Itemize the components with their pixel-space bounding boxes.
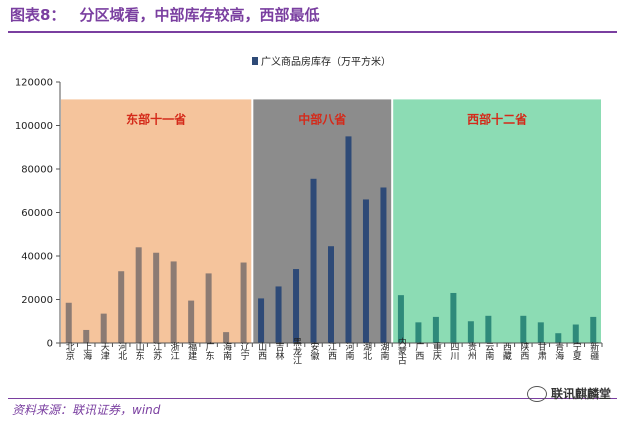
x-tick-label: 青海 bbox=[553, 341, 564, 361]
bar bbox=[572, 324, 579, 343]
y-tick-label: 40000 bbox=[21, 252, 53, 263]
y-tick-label: 60000 bbox=[21, 208, 53, 219]
bar bbox=[328, 246, 334, 343]
x-tick-label: 湖南 bbox=[378, 342, 389, 360]
x-tick-label: 北京 bbox=[64, 342, 75, 361]
bar bbox=[205, 273, 212, 343]
bar bbox=[65, 302, 72, 343]
bar bbox=[153, 252, 160, 343]
bar bbox=[275, 286, 282, 343]
figure-title: 分区域看，中部库存较高，西部最低 bbox=[79, 6, 320, 24]
bar bbox=[293, 269, 300, 343]
bar bbox=[590, 316, 597, 343]
bar bbox=[100, 313, 107, 343]
region-label: 中部八省 bbox=[298, 111, 346, 126]
y-tick-label: 80000 bbox=[21, 165, 53, 176]
y-tick-label: 100000 bbox=[15, 121, 53, 132]
bar bbox=[83, 329, 90, 343]
y-tick-label: 0 bbox=[47, 339, 53, 350]
x-tick-label: 云南 bbox=[483, 342, 494, 360]
x-tick-label: 甘肃 bbox=[536, 341, 547, 361]
x-tick-label: 安徽 bbox=[309, 341, 320, 361]
bar bbox=[537, 322, 544, 343]
bar bbox=[380, 187, 387, 343]
region-label: 西部十二省 bbox=[467, 111, 527, 126]
bar bbox=[188, 300, 195, 343]
x-tick-label: 广西 bbox=[413, 341, 424, 361]
x-tick-label: 辽宁 bbox=[239, 342, 250, 360]
x-tick-label: 四川 bbox=[448, 342, 459, 360]
footer-divider bbox=[8, 398, 617, 399]
header-divider bbox=[8, 31, 617, 33]
x-tick-label: 新疆 bbox=[588, 341, 599, 361]
x-tick-label: 上海 bbox=[81, 342, 92, 361]
bar bbox=[467, 321, 474, 343]
watermark: 联讯麒麟堂 bbox=[526, 385, 611, 402]
inventory-bar-chart: 东部十一省 中部八省 西部十二省 0 20000 40000 60000 80000 10000… bbox=[15, 55, 603, 365]
x-tick-label: 海南 bbox=[221, 341, 232, 360]
bar bbox=[520, 315, 527, 343]
y-tick-label: 120000 bbox=[15, 78, 53, 89]
x-tick-label: 吉林 bbox=[274, 342, 285, 361]
x-tick-label: 江苏 bbox=[151, 342, 162, 361]
x-tick-label: 山东 bbox=[134, 342, 145, 360]
x-tick-label: 宁夏 bbox=[571, 341, 582, 360]
region-band-2 bbox=[253, 99, 392, 344]
bar bbox=[362, 199, 369, 343]
legend-swatch bbox=[252, 57, 258, 65]
bar bbox=[450, 292, 457, 343]
x-tick-label: 福建 bbox=[186, 341, 197, 361]
x-tick-label: 贵州 bbox=[466, 341, 477, 360]
x-tick-label: 内蒙古 bbox=[396, 336, 407, 365]
x-tick-label: 广东 bbox=[204, 341, 215, 360]
x-tick-label: 天津 bbox=[99, 342, 110, 361]
watermark-text: 联讯麒麟堂 bbox=[550, 387, 611, 401]
bar bbox=[397, 295, 404, 343]
y-tick-label: 20000 bbox=[21, 295, 53, 306]
region-band-3 bbox=[393, 99, 601, 344]
wechat-icon bbox=[526, 385, 547, 402]
figure-header: 图表8： 分区域看，中部库存较高，西部最低 bbox=[10, 4, 319, 32]
x-tick-label: 浙江 bbox=[169, 341, 180, 361]
x-tick-label: 黑龙江 bbox=[291, 337, 302, 365]
bar bbox=[555, 333, 562, 343]
bar bbox=[118, 271, 125, 343]
x-tick-label: 山西 bbox=[256, 342, 267, 361]
region-label: 东部十一省 bbox=[126, 111, 186, 126]
source-note: 资料来源：联讯证券，wind bbox=[12, 403, 161, 417]
legend-label: 广义商品房库存（万平方米） bbox=[261, 55, 391, 68]
bar bbox=[258, 298, 265, 343]
bar bbox=[345, 136, 352, 343]
bar bbox=[485, 315, 492, 343]
x-tick-label: 重庆 bbox=[431, 341, 442, 361]
bar bbox=[135, 247, 142, 343]
bar bbox=[170, 261, 177, 343]
bar bbox=[432, 316, 439, 343]
x-tick-label: 西藏 bbox=[501, 342, 512, 361]
figure-label: 图表8： bbox=[10, 6, 66, 24]
x-tick-label: 湖北 bbox=[361, 342, 372, 361]
x-tick-label: 江西 bbox=[326, 342, 337, 361]
x-tick-label: 陕西 bbox=[518, 341, 529, 361]
bar bbox=[310, 178, 317, 343]
x-tick-label: 河北 bbox=[116, 341, 127, 361]
bar bbox=[240, 262, 247, 343]
bar bbox=[415, 322, 422, 343]
bar bbox=[223, 332, 230, 343]
x-tick-label: 河南 bbox=[343, 341, 354, 360]
